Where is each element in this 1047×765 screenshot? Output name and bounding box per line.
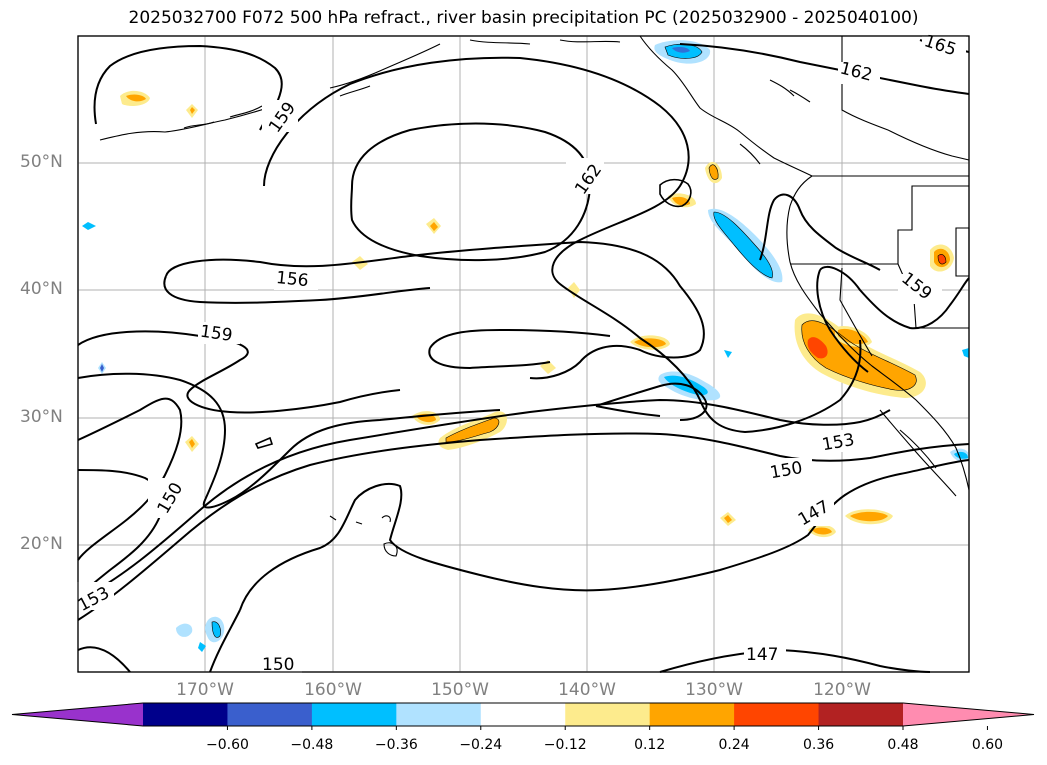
colorbar-outline [11,702,1035,727]
lon-label: 120°W [813,680,871,700]
colorbar [11,702,1035,730]
contour-156-west [77,372,501,509]
map-title: 2025032700 F072 500 hPa refract., river … [128,8,919,28]
lon-label: 140°W [558,680,616,700]
precip-shading [82,40,970,652]
contour-159-outer [263,56,862,434]
colorbar-segment [396,703,482,726]
colorbar-tick-label: 0.36 [802,737,835,753]
colorbar-tick-label: −0.12 [543,737,587,753]
contour-label-group: 165 162 159 162 156 159 159 153 150 150 … [74,31,966,675]
lat-label: 50°N [20,152,63,172]
lat-label: 40°N [20,279,63,299]
contour-153-long [77,398,891,601]
contour-label: 156 [275,268,309,291]
colorbar-segment [227,703,313,726]
colorbar-segment [649,703,735,726]
precip-outlines [211,43,947,638]
colorbar-tick-label: 0.12 [634,737,666,753]
contour-159-california [819,265,970,330]
lon-label: 150°W [431,680,489,700]
colorbar-extend-high [903,703,1034,726]
lat-label: 20°N [20,534,63,554]
contour-156-south [163,275,431,304]
colorbar-tick-label: 0.60 [971,737,1004,753]
colorbar-tick-label: 0.48 [887,737,919,753]
contour-label: 150 [262,655,294,675]
colorbar-tick-label: −0.60 [205,737,249,753]
colorbar-segment [734,703,820,726]
contour-153-main [77,397,183,561]
contour-150-long [77,432,970,621]
height-contours [77,39,970,673]
contour-147-loop [239,459,970,611]
colorbar-segment [818,703,904,726]
contour-label: 147 [746,645,778,665]
colorbar-segment [565,703,651,726]
contour-pacnw [759,193,881,271]
contour-162-center [350,122,592,262]
graticule [78,36,969,672]
colorbar-tick-label: −0.24 [459,737,503,753]
contour-147-south [209,609,241,673]
contour-156 [165,240,705,380]
contour-label: 159 [199,322,234,346]
contour-159-loop [429,328,611,349]
colorbar-tick-label: 0.24 [718,737,750,753]
colorbar-segment [311,703,397,726]
contour-150-south [77,646,131,673]
contour-159-west [77,330,401,414]
colorbar-segment [480,703,566,726]
lon-label: 160°W [304,680,362,700]
lon-label: 170°W [176,680,234,700]
colorbar-tick-label: −0.48 [290,737,334,753]
colorbar-tick-label: −0.36 [374,737,418,753]
colorbar-extend-low [12,703,143,726]
coastlines [99,35,970,557]
lat-label: 30°N [20,407,63,427]
colorbar-segment [143,703,228,726]
lon-label: 130°W [685,680,743,700]
